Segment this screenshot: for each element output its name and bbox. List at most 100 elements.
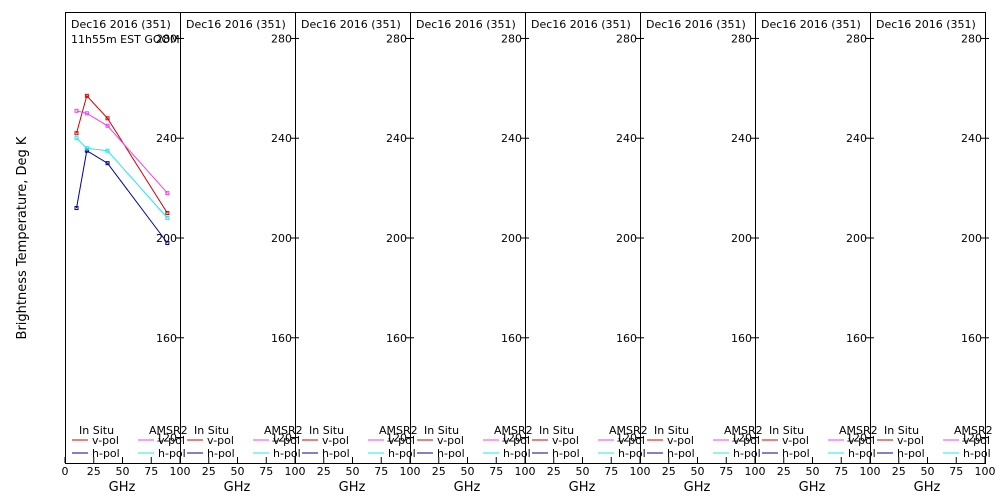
y-tick-label: 280 <box>616 32 637 45</box>
data-point-amsr2_v <box>105 123 110 128</box>
legend-label-amsr2-hpol: h-pol <box>158 447 186 460</box>
y-tick-label: 160 <box>846 332 867 345</box>
series-line-insitu_h <box>76 149 168 244</box>
legend-label-amsr2-vpol: v-pol <box>503 434 530 447</box>
panel-title: Dec16 2016 (351) <box>876 18 976 31</box>
x-tick-label: 50 <box>346 465 360 478</box>
y-tick-label: 120 <box>846 432 867 445</box>
panel-5: Dec16 2016 (351) 120 160 200 240 280 25 50 75 100… <box>524 12 651 495</box>
legend-label-amsr2-vpol: v-pol <box>273 434 300 447</box>
y-tick-label: 120 <box>616 432 637 445</box>
y-tick-label: 240 <box>846 132 867 145</box>
data-point-insitu_h <box>84 148 89 153</box>
x-tick-label: 75 <box>259 465 273 478</box>
x-tick-label: 25 <box>662 465 676 478</box>
x-axis-label: GHz <box>109 480 136 495</box>
legend-label-insitu-hpol: h-pol <box>437 447 465 460</box>
x-tick-label: 25 <box>87 465 101 478</box>
x-axis-label: GHz <box>224 480 251 495</box>
legend-label-amsr2-vpol: v-pol <box>158 434 185 447</box>
legend-group-amsr2: AMSR2 <box>839 424 878 437</box>
y-tick-label: 280 <box>731 32 752 45</box>
x-tick-label: 100 <box>170 465 191 478</box>
legend-label-amsr2-hpol: h-pol <box>618 447 646 460</box>
legend-group-insitu: In Situ <box>424 424 459 437</box>
y-tick-label: 160 <box>501 332 522 345</box>
y-tick-label: 120 <box>386 432 407 445</box>
panel-6: Dec16 2016 (351) 120 160 200 240 280 25 50 75 100… <box>639 12 766 495</box>
x-tick-label: 25 <box>892 465 906 478</box>
legend-label-amsr2-hpol: h-pol <box>733 447 761 460</box>
y-tick-label: 200 <box>386 232 407 245</box>
x-tick-label: 25 <box>777 465 791 478</box>
legend-group-insitu: In Situ <box>309 424 344 437</box>
x-tick-label: 25 <box>317 465 331 478</box>
legend-label-amsr2-hpol: h-pol <box>963 447 991 460</box>
data-point-insitu_v <box>105 116 110 121</box>
y-tick-label: 120 <box>501 432 522 445</box>
legend-label-amsr2-hpol: h-pol <box>273 447 301 460</box>
legend-label-insitu-hpol: h-pol <box>897 447 925 460</box>
y-tick-label: 280 <box>156 32 177 45</box>
x-axis-label: GHz <box>339 480 366 495</box>
legend-label-insitu-hpol: h-pol <box>207 447 235 460</box>
panel-7: Dec16 2016 (351) 120 160 200 240 280 25 50 75 100… <box>754 12 881 495</box>
series-line-amsr2_v <box>76 110 168 194</box>
panel-title: Dec16 2016 (351) <box>186 18 286 31</box>
x-tick-label: 100 <box>400 465 421 478</box>
x-tick-label: 100 <box>860 465 881 478</box>
x-tick-label: 50 <box>231 465 245 478</box>
data-point-amsr2_h <box>84 146 89 151</box>
panel-title: Dec16 2016 (351) <box>416 18 516 31</box>
legend-group-insitu: In Situ <box>194 424 229 437</box>
y-tick-label: 200 <box>616 232 637 245</box>
series-line-amsr2_h <box>76 137 168 219</box>
legend-group-insitu: In Situ <box>654 424 689 437</box>
legend-label-insitu-vpol: v-pol <box>552 434 579 447</box>
x-tick-label: 100 <box>630 465 651 478</box>
legend-label-insitu-hpol: h-pol <box>667 447 695 460</box>
y-tick-label: 240 <box>271 132 292 145</box>
legend-label-insitu-hpol: h-pol <box>782 447 810 460</box>
y-tick-label: 240 <box>731 132 752 145</box>
data-point-amsr2_h <box>105 148 110 153</box>
y-tick-label: 200 <box>271 232 292 245</box>
x-tick-label: 75 <box>144 465 158 478</box>
y-tick-label: 200 <box>961 232 982 245</box>
legend-label-insitu-vpol: v-pol <box>667 434 694 447</box>
y-tick-label: 160 <box>386 332 407 345</box>
legend-label-insitu-vpol: v-pol <box>437 434 464 447</box>
x-tick-label: 50 <box>691 465 705 478</box>
x-tick-label: 50 <box>806 465 820 478</box>
y-tick-label: 240 <box>156 132 177 145</box>
panel-title: Dec16 2016 (351) <box>646 18 746 31</box>
x-tick-label: 25 <box>547 465 561 478</box>
data-point-amsr2_v <box>74 108 79 113</box>
panel-1: Dec16 2016 (351) 11h55m EST GOOM 120 160 200… <box>62 12 191 495</box>
legend-group-amsr2: AMSR2 <box>724 424 763 437</box>
y-tick-label: 200 <box>156 232 177 245</box>
x-tick-label: 75 <box>719 465 733 478</box>
y-tick-label: 120 <box>156 432 177 445</box>
y-tick-label: 200 <box>731 232 752 245</box>
panel-subtitle: 11h55m EST GOOM <box>71 33 180 46</box>
x-axis-label: GHz <box>569 480 596 495</box>
legend-label-amsr2-vpol: v-pol <box>733 434 760 447</box>
y-tick-label: 160 <box>271 332 292 345</box>
legend-group-insitu: In Situ <box>769 424 804 437</box>
legend-label-insitu-hpol: h-pol <box>92 447 120 460</box>
legend-label-insitu-hpol: h-pol <box>322 447 350 460</box>
x-tick-label: 75 <box>374 465 388 478</box>
legend-label-amsr2-hpol: h-pol <box>848 447 876 460</box>
legend-label-amsr2-hpol: h-pol <box>388 447 416 460</box>
y-tick-label: 280 <box>271 32 292 45</box>
legend-label-amsr2-vpol: v-pol <box>618 434 645 447</box>
y-axis-label: Brightness Temperature, Deg K <box>15 136 30 339</box>
y-tick-label: 280 <box>501 32 522 45</box>
x-tick-label: 100 <box>285 465 306 478</box>
x-tick-label: 100 <box>745 465 766 478</box>
x-tick-label: 25 <box>202 465 216 478</box>
legend-group-amsr2: AMSR2 <box>149 424 188 437</box>
panel-2: Dec16 2016 (351) 120 160 200 240 280 25 50 75 100… <box>179 12 306 495</box>
